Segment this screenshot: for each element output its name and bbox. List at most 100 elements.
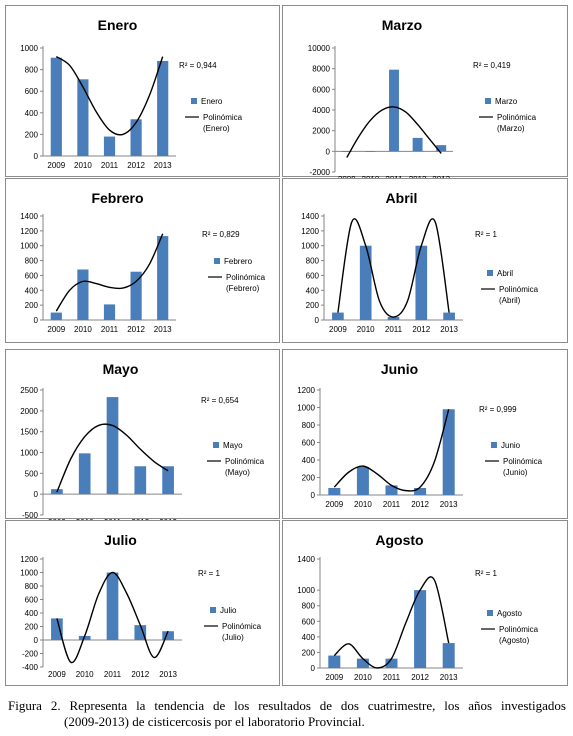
- x-tick-label: 2012: [411, 673, 429, 682]
- y-tick-label: 2000: [312, 127, 330, 136]
- y-tick-label: 600: [25, 271, 39, 280]
- trendline: [55, 56, 164, 136]
- x-tick-label: 2010: [76, 518, 94, 520]
- chart-title: Mayo: [103, 361, 139, 377]
- bar-2009: [332, 312, 344, 320]
- y-tick-label: 1500: [20, 428, 38, 437]
- chart-title: Abril: [386, 190, 418, 206]
- x-tick-label: 2009: [329, 325, 347, 334]
- x-tick-label: 2009: [338, 175, 356, 178]
- y-tick-label: 0: [34, 316, 39, 325]
- x-tick-label: 2010: [362, 175, 380, 178]
- bar-2012: [412, 137, 423, 152]
- y-tick-label: 500: [25, 469, 39, 478]
- r-squared-label: R² = 1: [198, 569, 221, 578]
- bar-2010: [77, 79, 89, 156]
- bar-2010: [78, 453, 91, 495]
- r-squared-label: R² = 0,654: [201, 396, 239, 405]
- x-tick-label: 2009: [47, 325, 65, 334]
- bar-2011: [103, 136, 116, 156]
- x-tick-label: 2010: [354, 673, 372, 682]
- x-tick-label: 2012: [411, 500, 429, 509]
- bar-2012: [414, 488, 427, 495]
- y-tick-label: 600: [306, 271, 320, 280]
- legend-bar-swatch: [491, 442, 497, 448]
- x-tick-label: 2013: [432, 175, 450, 178]
- y-tick-label: 800: [25, 66, 39, 75]
- chart-title: Junio: [381, 361, 418, 377]
- y-tick-label: 2500: [20, 386, 38, 395]
- y-tick-label: 4000: [312, 106, 330, 115]
- chart-febrero: Febrero 0 200 400 600 800 1000 1200 1400 2009 2010…: [20, 190, 265, 334]
- x-tick-label: 2013: [440, 500, 458, 509]
- y-tick-label: 0: [311, 491, 316, 500]
- y-tick-label: 400: [302, 456, 316, 465]
- y-tick-label: 1000: [301, 242, 319, 251]
- chart-enero: Enero 0 200 400 600 800 1000 2009 2010 2011 2012 20…: [20, 17, 242, 170]
- chart-agosto: Agosto 0 200 400 600 800 1000 1400 2009 2010 2011 2…: [297, 532, 538, 682]
- x-tick-label: 2011: [383, 500, 401, 509]
- legend-line-label-2: (Julio): [222, 633, 244, 642]
- x-tick-label: 2011: [385, 325, 403, 334]
- chart-abril: Abril 0 200 400 600 800 1000 1200 1400 2009 2010 20…: [301, 190, 539, 334]
- bar-2013: [443, 312, 455, 320]
- y-tick-label: 2000: [20, 407, 38, 416]
- bar-2011: [385, 485, 398, 495]
- y-tick-label: 600: [25, 596, 39, 605]
- bar-2013: [442, 643, 455, 668]
- chart-panel-julio: Julio -400 -200 0 200 400 600 800 1000 1200 2009 20…: [5, 520, 280, 686]
- y-tick-label: 0: [311, 664, 316, 673]
- chart-panel-agosto: Agosto 0 200 400 600 800 1000 1400 2009 2010 2011 2…: [282, 520, 568, 686]
- y-tick-label: 200: [302, 474, 316, 483]
- bar-2011: [385, 658, 398, 668]
- bar-2009: [328, 655, 341, 668]
- y-tick-label: 200: [302, 648, 316, 657]
- y-tick-label: 1000: [297, 586, 315, 595]
- y-tick-label: -2000: [310, 168, 331, 177]
- chart-panel-febrero: Febrero 0 200 400 600 800 1000 1200 1400 2009 2010…: [5, 178, 280, 343]
- y-tick-label: 0: [34, 490, 39, 499]
- y-tick-label: 600: [25, 87, 39, 96]
- y-tick-label: 1000: [20, 44, 38, 53]
- y-tick-label: -200: [22, 650, 39, 659]
- bar-2009: [50, 57, 62, 156]
- r-squared-label: R² = 1: [475, 569, 498, 578]
- y-tick-label: 1200: [20, 227, 38, 236]
- y-tick-label: -500: [22, 511, 39, 520]
- x-tick-label: 2012: [127, 161, 145, 170]
- y-tick-label: 1400: [297, 555, 315, 564]
- bar-2012: [134, 466, 147, 495]
- x-tick-label: 2009: [325, 500, 343, 509]
- caption-line-2: (2009-2013) de cisticercosis por el labo…: [64, 714, 365, 729]
- y-tick-label: 0: [315, 316, 320, 325]
- y-tick-label: 0: [34, 152, 39, 161]
- bar-2013: [162, 466, 174, 495]
- trendline: [56, 423, 169, 493]
- legend-line-label-2: (Enero): [203, 124, 230, 133]
- bar-2010: [365, 151, 376, 152]
- legend-line-label-2: (Junio): [503, 468, 528, 477]
- y-tick-label: 600: [302, 617, 316, 626]
- chart-title: Agosto: [375, 532, 423, 548]
- x-tick-label: 2009: [47, 161, 65, 170]
- chart-panel-marzo: Marzo -2000 0 2000 4000 6000 8000 10000 2009 2010…: [282, 5, 568, 178]
- legend-line-label-1: Polinómica: [499, 285, 539, 294]
- legend-bar-swatch: [213, 442, 219, 448]
- trendline: [346, 106, 442, 158]
- bar-2011: [106, 572, 119, 640]
- y-tick-label: 1400: [20, 212, 38, 221]
- bar-2013: [436, 145, 447, 152]
- trendline: [337, 218, 450, 318]
- y-tick-label: -400: [22, 663, 39, 672]
- trendline: [333, 409, 450, 492]
- y-tick-label: 200: [25, 623, 39, 632]
- y-tick-label: 400: [25, 609, 39, 618]
- bar-2012: [414, 590, 427, 668]
- legend-bar-swatch: [487, 610, 493, 616]
- chart-title: Julio: [104, 532, 137, 548]
- bar-2010: [356, 658, 369, 668]
- x-tick-label: 2009: [48, 518, 66, 520]
- legend-bar-label: Marzo: [495, 97, 518, 106]
- bar-2011: [103, 304, 116, 320]
- bar-2012: [134, 625, 147, 640]
